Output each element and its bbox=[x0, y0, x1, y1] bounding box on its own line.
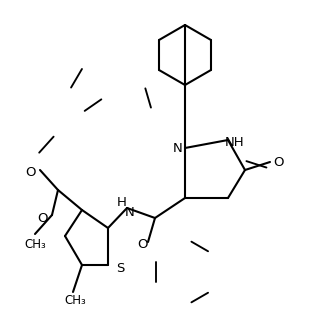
Text: H: H bbox=[117, 197, 127, 210]
Text: O: O bbox=[274, 156, 284, 168]
Text: O: O bbox=[26, 165, 36, 179]
Text: CH₃: CH₃ bbox=[24, 237, 46, 250]
Text: CH₃: CH₃ bbox=[64, 295, 86, 307]
Text: O: O bbox=[138, 238, 148, 251]
Text: O: O bbox=[38, 212, 48, 225]
Text: NH: NH bbox=[225, 135, 245, 148]
Text: S: S bbox=[116, 262, 124, 274]
Text: N: N bbox=[125, 205, 135, 218]
Text: N: N bbox=[173, 143, 183, 156]
